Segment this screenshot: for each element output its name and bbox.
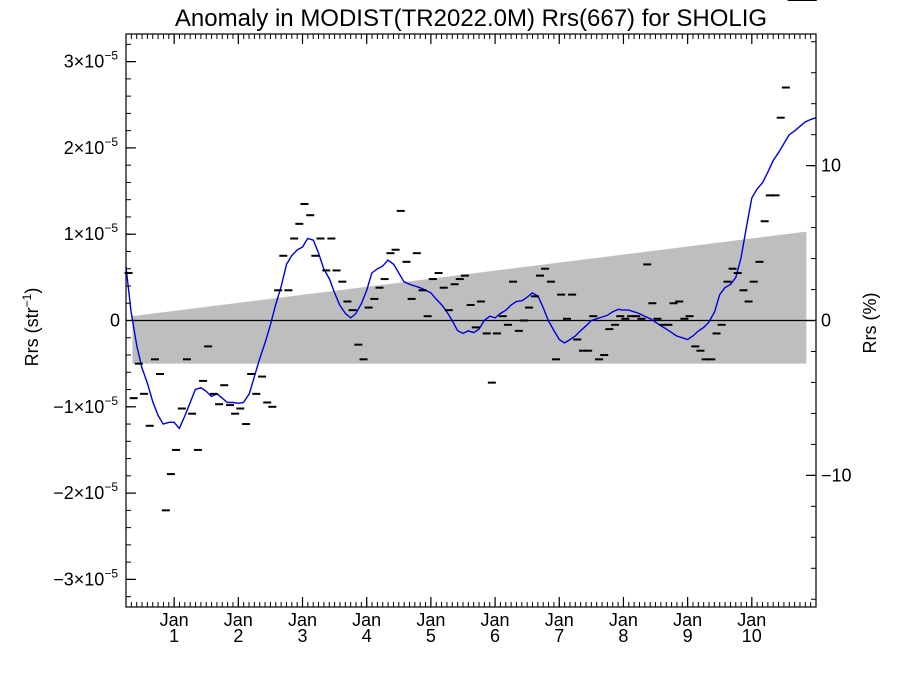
uncertainty-band-area (132, 231, 807, 364)
uncertainty-band (132, 231, 807, 364)
x-tick-month: Jan (673, 610, 702, 630)
left-tick-label: −3×10−5 (53, 566, 118, 589)
right-tick-label: −10 (821, 465, 852, 485)
x-tick-year: 10 (742, 626, 762, 646)
x-tick-month: Jan (609, 610, 638, 630)
x-tick-month: Jan (737, 610, 766, 630)
data-points (124, 0, 817, 512)
right-y-axis: 10 0 −10 (806, 41, 852, 600)
left-tick-label: 0 (110, 311, 120, 331)
left-tick-label: −1×10−5 (53, 394, 118, 417)
x-tick-year: 4 (362, 626, 372, 646)
x-tick-year: 5 (426, 626, 436, 646)
x-tick-month: Jan (160, 610, 189, 630)
left-tick-label: 1×10−5 (64, 221, 119, 244)
x-tick-year: 7 (554, 626, 564, 646)
x-axis: Jan1Jan2Jan3Jan4Jan5Jan6Jan7Jan8Jan9Jan1… (125, 34, 812, 646)
y-axis-label-right: Rrs (%) (860, 293, 880, 354)
right-tick-label: 0 (821, 311, 831, 331)
x-tick-year: 2 (233, 626, 243, 646)
x-tick-year: 1 (169, 626, 179, 646)
x-tick-month: Jan (416, 610, 445, 630)
x-tick-month: Jan (288, 610, 317, 630)
chart-title: Anomaly in MODIST(TR2022.0M) Rrs(667) fo… (175, 5, 767, 32)
left-y-axis: 3×10−5 2×10−5 1×10−5 0 −1×10−5 −2×10−5 −3×10−5 (53, 43, 136, 598)
y-axis-label-left: Rrs (str−1) (20, 288, 42, 367)
x-tick-year: 6 (490, 626, 500, 646)
smoothed-series-line (125, 117, 817, 430)
x-tick-year: 8 (618, 626, 628, 646)
left-tick-label: 3×10−5 (64, 49, 119, 72)
x-tick-month: Jan (224, 610, 253, 630)
left-tick-label: 2×10−5 (64, 135, 119, 158)
x-tick-month: Jan (481, 610, 510, 630)
left-tick-label: −2×10−5 (53, 480, 118, 503)
x-tick-month: Jan (545, 610, 574, 630)
right-tick-label: 10 (821, 156, 841, 176)
series-line-0 (125, 117, 817, 430)
x-tick-year: 3 (298, 626, 308, 646)
x-tick-month: Jan (352, 610, 381, 630)
x-tick-year: 9 (683, 626, 693, 646)
